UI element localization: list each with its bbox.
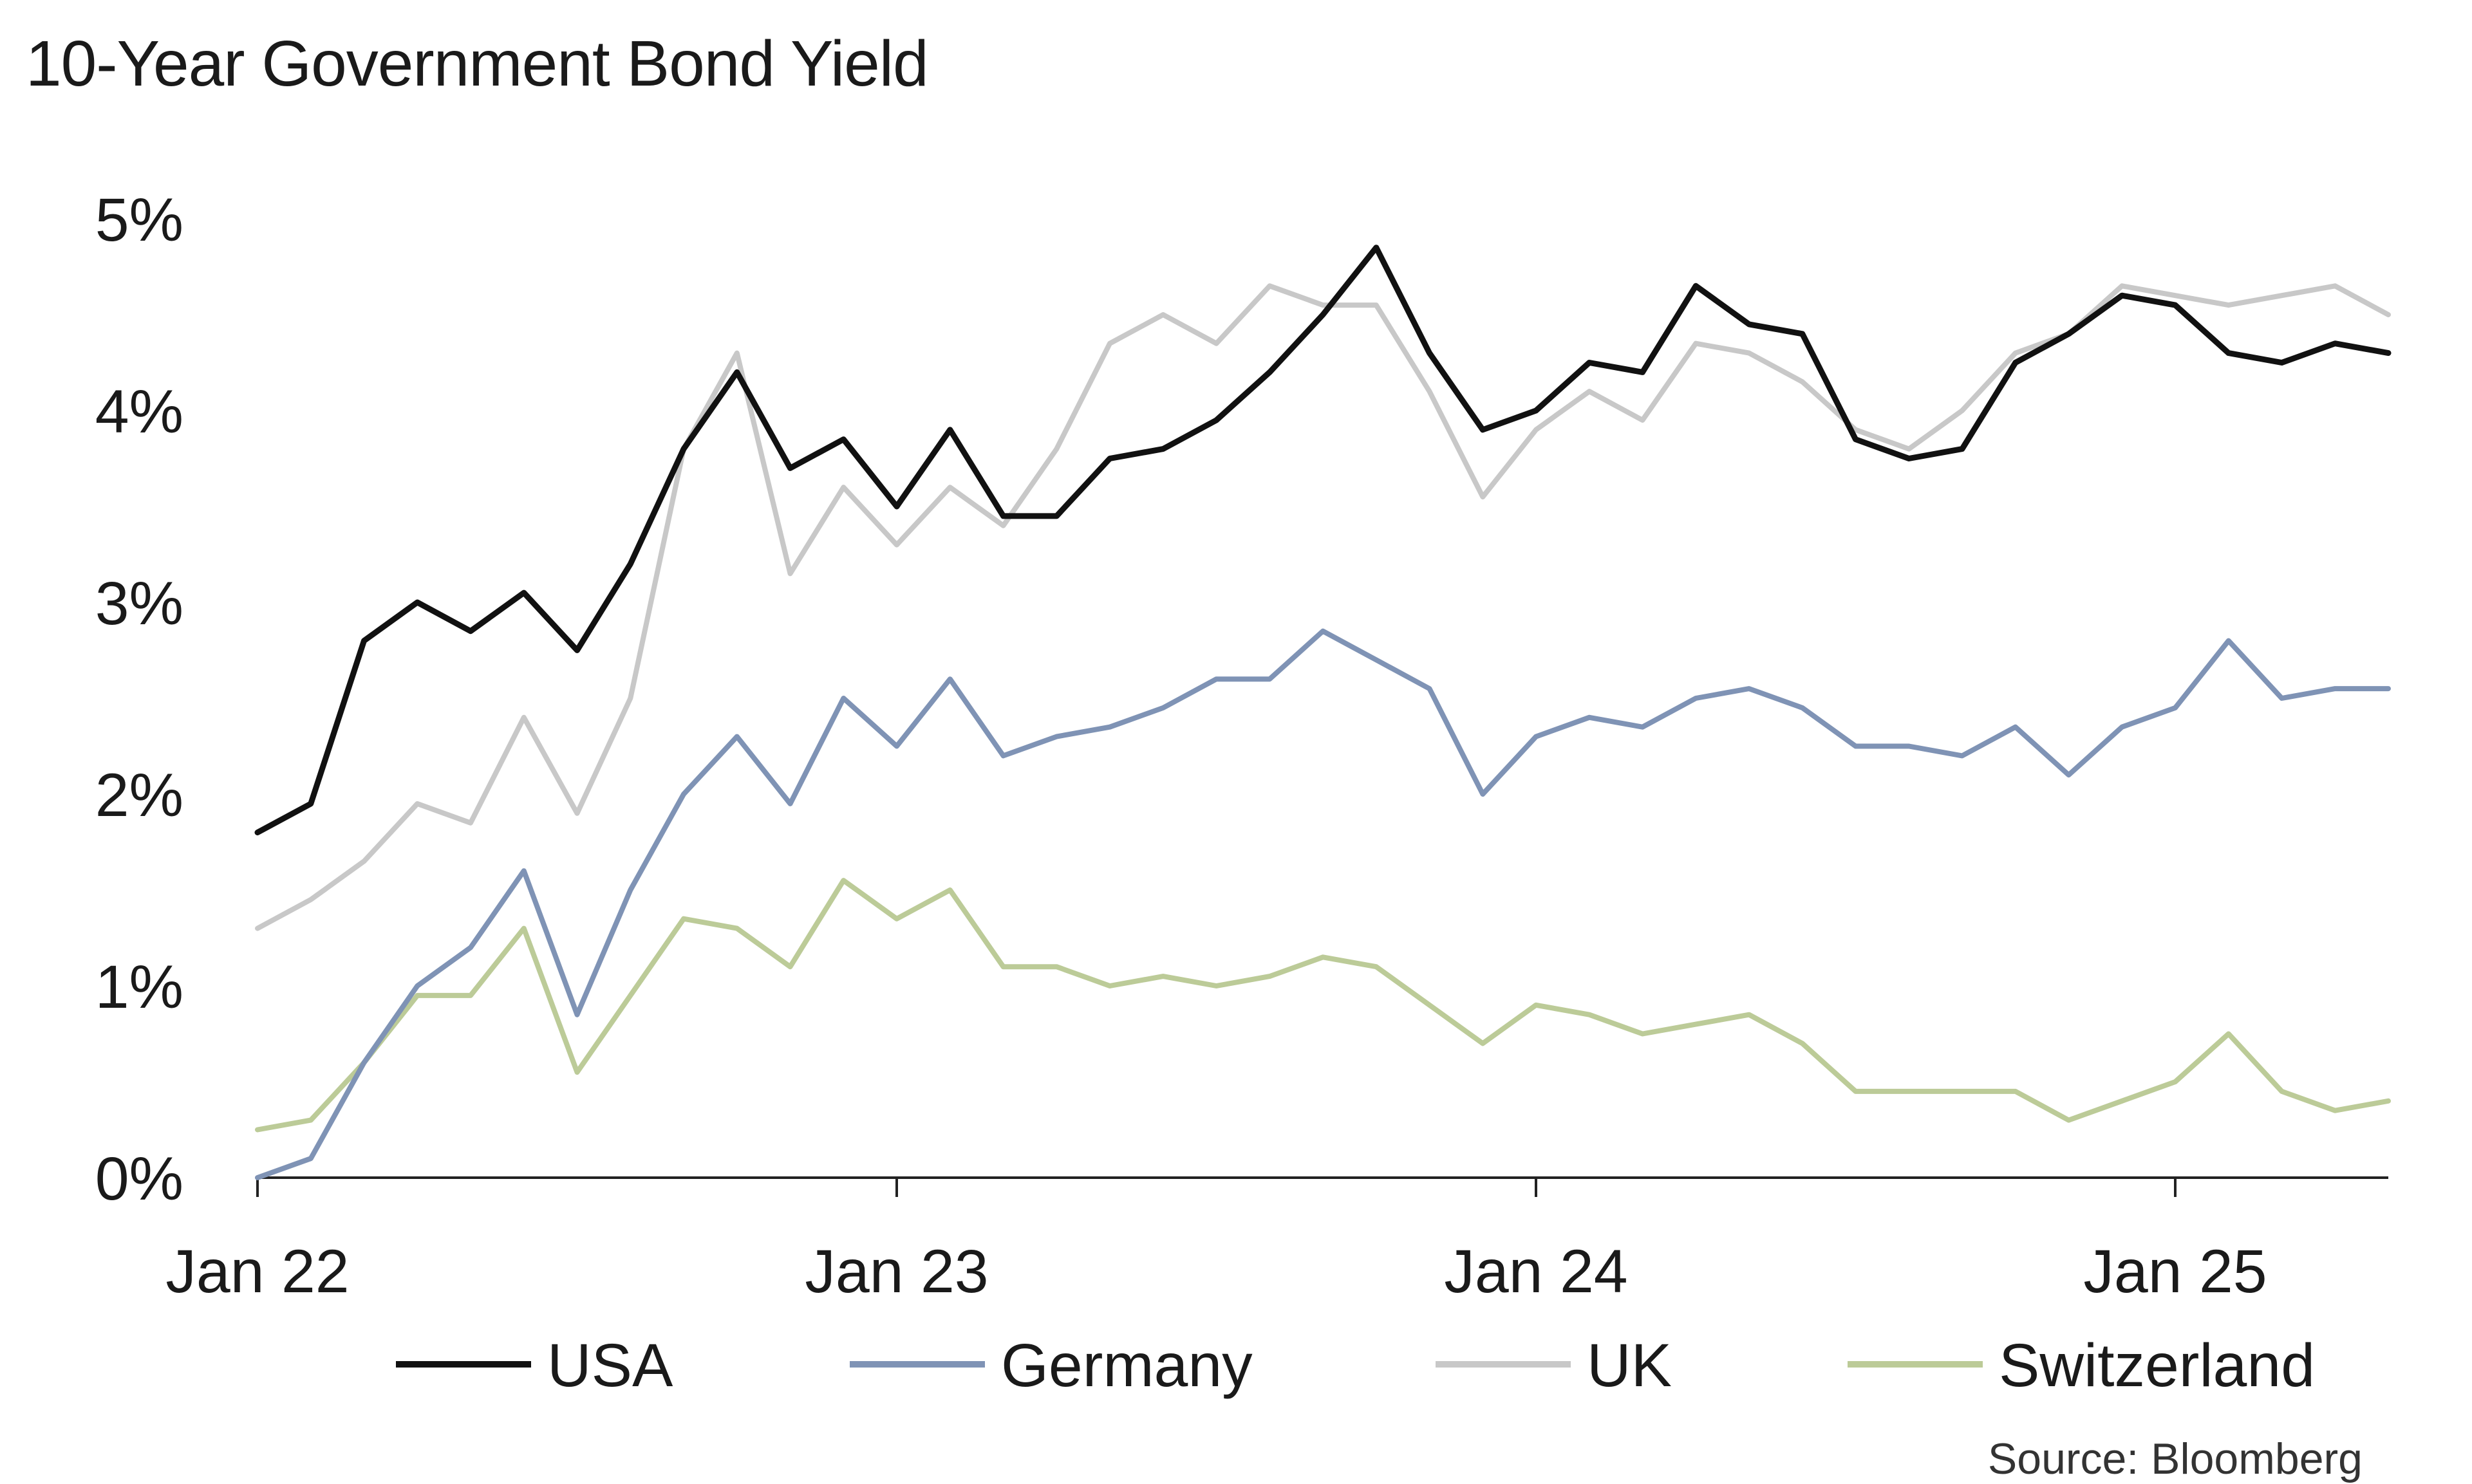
y-tick-label: 3% xyxy=(95,570,183,638)
series-line-switzerland xyxy=(255,878,2391,1133)
y-tick-label: 5% xyxy=(95,186,183,254)
series-line-usa xyxy=(254,245,2392,836)
x-tick-label: Jan 25 xyxy=(2083,1238,2267,1306)
legend-item-germany: Germany xyxy=(850,1331,1253,1400)
legend-label: UK xyxy=(1587,1331,1672,1400)
legend-item-usa: USA xyxy=(396,1331,673,1400)
x-tick-label: Jan 23 xyxy=(805,1238,988,1306)
legend-label: Switzerland xyxy=(1999,1331,2315,1400)
y-tick-label: 1% xyxy=(95,953,183,1021)
axes: 0% 1% 2% 3% 4% 5% Jan 22 Jan 23 Jan 24 Jan 25 xyxy=(95,186,2388,1306)
series-line-uk xyxy=(255,283,2391,931)
source-note: Source: Bloomberg xyxy=(1987,1434,2363,1483)
y-tick-label: 0% xyxy=(95,1145,183,1213)
legend-label: USA xyxy=(547,1331,673,1400)
y-tick-label: 4% xyxy=(95,378,183,446)
x-tick-label: Jan 22 xyxy=(165,1238,349,1306)
x-tick-label: Jan 24 xyxy=(1444,1238,1627,1306)
series-line-germany xyxy=(255,628,2391,1180)
legend-item-uk: UK xyxy=(1436,1331,1672,1400)
legend-label: Germany xyxy=(1001,1331,1253,1400)
legend-item-switzerland: Switzerland xyxy=(1848,1331,2315,1400)
chart-title: 10-Year Government Bond Yield xyxy=(26,28,929,100)
y-tick-label: 2% xyxy=(95,761,183,830)
series-lines xyxy=(254,245,2392,1180)
legend: USA Germany UK Switzerland xyxy=(396,1331,2315,1400)
